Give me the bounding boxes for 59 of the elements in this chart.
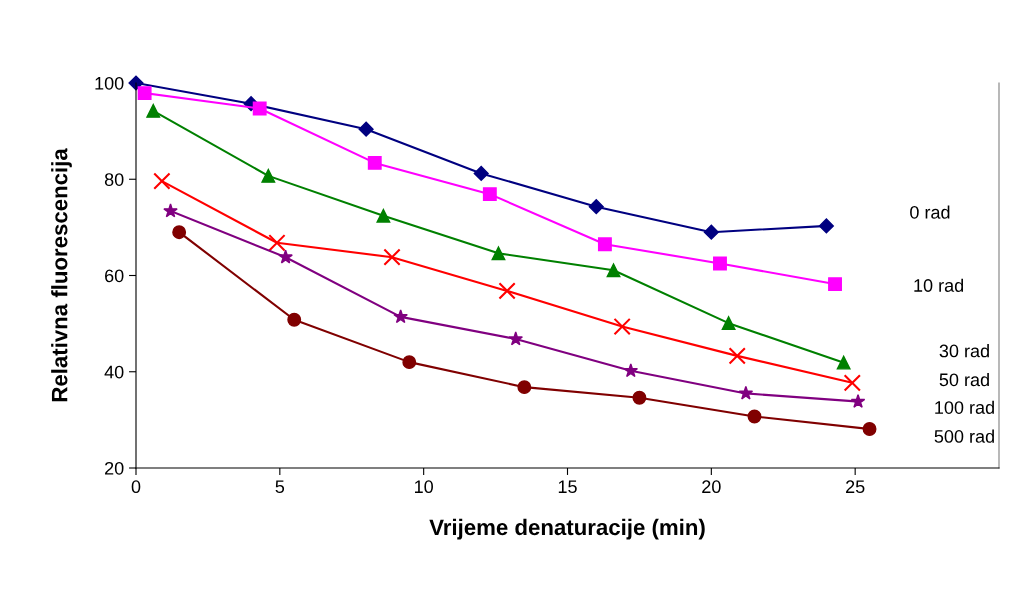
point	[172, 225, 187, 240]
point	[818, 218, 834, 234]
point	[473, 165, 489, 182]
point	[268, 234, 286, 252]
point	[836, 355, 851, 370]
text: 100 rad	[935, 400, 994, 414]
point	[153, 172, 171, 190]
point	[721, 316, 736, 331]
point	[517, 380, 532, 395]
y-tick-label: 20	[105, 461, 124, 475]
text: 0 rad	[910, 205, 950, 219]
point	[623, 363, 639, 378]
point	[588, 199, 604, 215]
x-tick-label: 15	[558, 480, 577, 494]
point	[597, 237, 612, 252]
point	[278, 249, 293, 264]
point	[137, 86, 152, 101]
point	[261, 168, 276, 183]
point	[747, 409, 762, 424]
x-axis-title: Vrijeme denaturacije (min)	[429, 518, 705, 540]
point	[367, 155, 382, 170]
point	[703, 224, 719, 240]
x-tick-label: 25	[846, 480, 865, 494]
point	[613, 317, 631, 336]
point	[738, 385, 754, 400]
point	[491, 246, 506, 261]
point	[163, 203, 178, 218]
point	[482, 187, 497, 202]
point	[252, 101, 267, 116]
point	[632, 390, 647, 405]
point	[606, 263, 621, 278]
x-tick-label: 5	[275, 480, 285, 494]
point	[862, 422, 877, 436]
y-tick-label: 80	[104, 173, 124, 186]
x-tick-label: 0	[131, 480, 141, 494]
point	[358, 121, 374, 137]
text: 10 rad	[914, 278, 964, 292]
text: 30 rad	[939, 344, 989, 358]
point	[843, 374, 861, 392]
x-tick-label: 10	[415, 480, 433, 494]
point	[287, 312, 302, 327]
point	[828, 277, 842, 292]
x-tick-label: 20	[702, 480, 721, 494]
point	[383, 248, 401, 266]
text: 50 rad	[939, 372, 989, 387]
point	[393, 309, 408, 324]
y-axis-title: Relativna fluorescencija	[51, 148, 72, 402]
point	[498, 282, 516, 300]
text: 500 rad	[934, 429, 994, 443]
point	[850, 393, 866, 408]
point	[713, 256, 727, 271]
y-tick-label: 100	[95, 76, 124, 90]
point	[728, 347, 746, 365]
point	[508, 331, 524, 346]
point	[146, 103, 161, 118]
point	[402, 355, 417, 370]
point	[376, 208, 391, 223]
y-tick-label: 60	[105, 269, 124, 283]
y-tick-label: 40	[104, 365, 124, 379]
